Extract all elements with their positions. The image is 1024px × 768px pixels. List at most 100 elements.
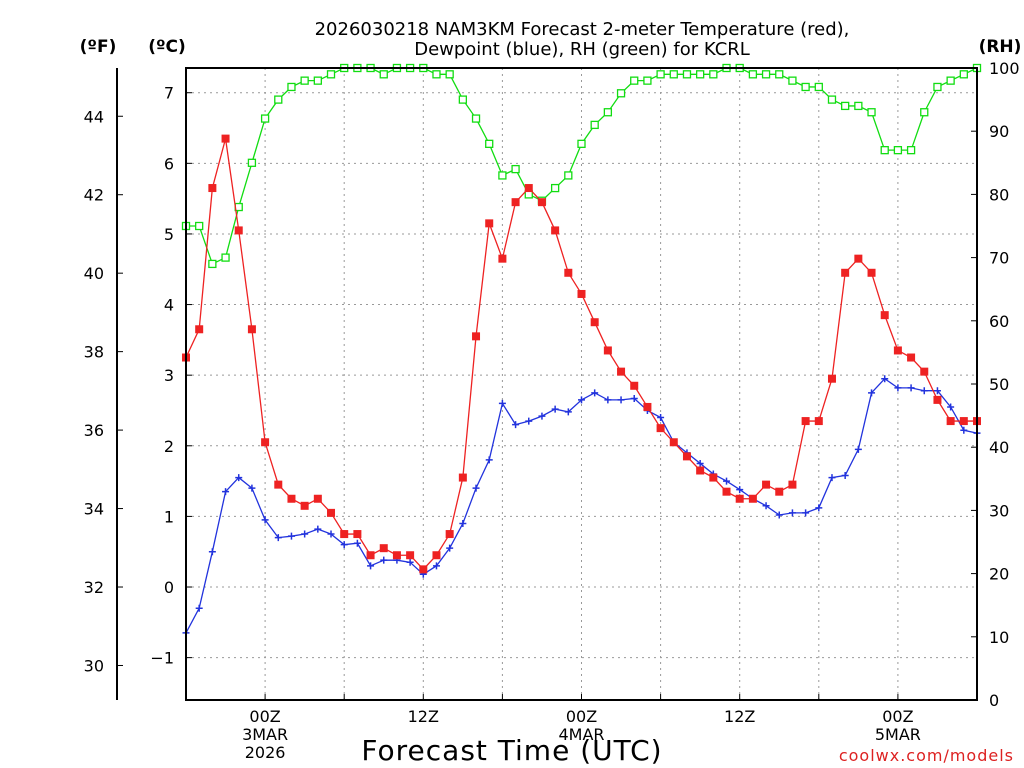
rh-point [880, 146, 889, 155]
rh-point [274, 95, 283, 104]
rh-point [590, 120, 599, 130]
rh-point [564, 171, 573, 180]
plot-frame [185, 67, 978, 701]
celsius-tick-label: 7 [164, 84, 174, 103]
x-tick-label: 12Z [724, 707, 755, 726]
rh-point [458, 95, 468, 104]
rh-tick-label: 100 [989, 59, 1020, 78]
temperature-point [946, 417, 955, 426]
temperature-point [709, 473, 718, 482]
dewpoint-point [960, 426, 968, 434]
dewpoint-point [446, 544, 454, 552]
watermark: coolwx.com/models [839, 746, 1014, 765]
temperature-point [656, 424, 665, 433]
dewpoint-point [498, 399, 506, 407]
temperature-point [564, 268, 573, 277]
temperature-point [617, 367, 626, 376]
dewpoint-point [235, 474, 243, 482]
temperature-point [419, 565, 428, 574]
temperature-point [551, 226, 560, 235]
temperature-point [327, 508, 336, 517]
temperature-point [577, 289, 586, 298]
dewpoint-point [261, 516, 269, 524]
temperature-point [827, 374, 836, 383]
rh-point [906, 146, 916, 155]
dewpoint-point [327, 530, 335, 538]
dewpoint-point [854, 445, 862, 453]
fahrenheit-tick-label: 38 [84, 343, 104, 362]
rh-tick-label: 90 [989, 122, 1009, 141]
dewpoint-point [841, 471, 849, 479]
temperature-point [406, 551, 415, 560]
rh-point [801, 82, 810, 92]
rh-point [696, 70, 705, 79]
rh-unit-label: (RH) [979, 37, 1022, 57]
dewpoint-point [868, 389, 876, 397]
temperature-point [458, 473, 467, 482]
dewpoint-point [591, 389, 599, 397]
dewpoint-point [314, 525, 322, 533]
rh-point [432, 70, 441, 79]
temperature-point [445, 530, 454, 539]
dewpoint-point [512, 421, 520, 429]
temperature-point [247, 325, 256, 334]
dewpoint-point [578, 396, 585, 404]
rh-point [761, 70, 771, 79]
rh-point [603, 108, 613, 117]
gridlines [186, 68, 978, 700]
axis-ticks: −101234567303234363840424401020304050607… [84, 59, 1020, 762]
rh-point [300, 76, 309, 85]
dewpoint-point [538, 412, 546, 420]
dewpoint-point [380, 556, 388, 564]
dewpoint-point [881, 375, 889, 383]
temperature-point [590, 318, 599, 327]
temperature-point [801, 417, 810, 426]
rh-tick-label: 70 [989, 249, 1009, 268]
x-tick-label: 00Z [882, 707, 913, 726]
temperature-point [959, 417, 968, 426]
rh-point [946, 76, 955, 85]
temperature-point [379, 544, 388, 553]
x-tick-label: 5MAR [875, 725, 921, 744]
rh-tick-label: 40 [989, 438, 1009, 457]
temperature-point [643, 402, 652, 411]
rh-point [775, 70, 784, 79]
chart-title-line2: Dewpoint (blue), RH (green) for KCRL [414, 39, 750, 60]
temperature-point [313, 494, 322, 503]
celsius-tick-label: 4 [164, 296, 174, 315]
fahrenheit-tick-label: 32 [84, 578, 104, 597]
rh-tick-label: 0 [989, 691, 999, 710]
dewpoint-point [485, 456, 493, 464]
dewpoint-point [406, 558, 414, 566]
temperature-point [907, 353, 916, 362]
rh-point [313, 76, 322, 85]
dewpoint-point [775, 511, 783, 519]
dewpoint-point [222, 488, 230, 496]
rh-tick-label: 60 [989, 312, 1009, 331]
temperature-point [748, 494, 757, 503]
temperature-point [762, 480, 771, 489]
x-tick-label: 12Z [408, 707, 439, 726]
temperature-point [735, 494, 744, 503]
temperature-point [472, 332, 481, 341]
temperature-point [537, 198, 546, 207]
dewpoint-point [920, 387, 928, 395]
rh-point [893, 146, 903, 155]
rh-point [498, 171, 507, 180]
celsius-tick-label: 6 [164, 154, 174, 173]
dewpoint-point [894, 384, 902, 392]
dewpoint-point [788, 509, 796, 517]
rh-point [682, 70, 692, 79]
temperature-point [485, 219, 494, 228]
temperature-point [669, 438, 678, 447]
dewpoint-point [815, 504, 823, 512]
dewpoint-point [736, 486, 744, 494]
dewpoint-point [630, 394, 638, 402]
temperature-point [195, 325, 204, 334]
temperature-point [788, 480, 797, 489]
dewpoint-point [907, 384, 915, 392]
rh-point [445, 70, 454, 79]
rh-point [550, 183, 560, 193]
dewpoint-point [301, 530, 309, 538]
